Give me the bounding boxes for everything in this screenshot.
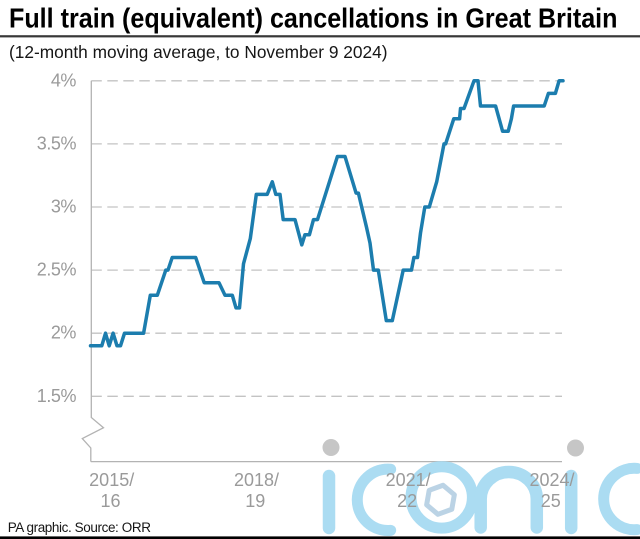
svg-text:2015/: 2015/ — [89, 470, 134, 490]
svg-text:4%: 4% — [51, 70, 77, 90]
svg-text:(12-month moving average, to N: (12-month moving average, to November 9 … — [9, 42, 387, 62]
svg-text:19: 19 — [245, 491, 265, 511]
svg-text:PA graphic. Source: ORR: PA graphic. Source: ORR — [8, 520, 152, 535]
svg-text:2021/: 2021/ — [386, 470, 431, 490]
svg-text:Full train (equivalent) cancel: Full train (equivalent) cancellations in… — [9, 3, 618, 34]
svg-text:2.5%: 2.5% — [37, 260, 77, 280]
svg-text:25: 25 — [541, 491, 561, 511]
svg-text:3.5%: 3.5% — [37, 133, 77, 153]
svg-text:16: 16 — [100, 491, 120, 511]
svg-text:2%: 2% — [51, 323, 77, 343]
svg-text:1.5%: 1.5% — [37, 386, 77, 406]
svg-text:2024/: 2024/ — [529, 470, 574, 490]
svg-text:2018/: 2018/ — [234, 470, 279, 490]
svg-text:3%: 3% — [51, 197, 77, 217]
svg-text:22: 22 — [397, 491, 417, 511]
